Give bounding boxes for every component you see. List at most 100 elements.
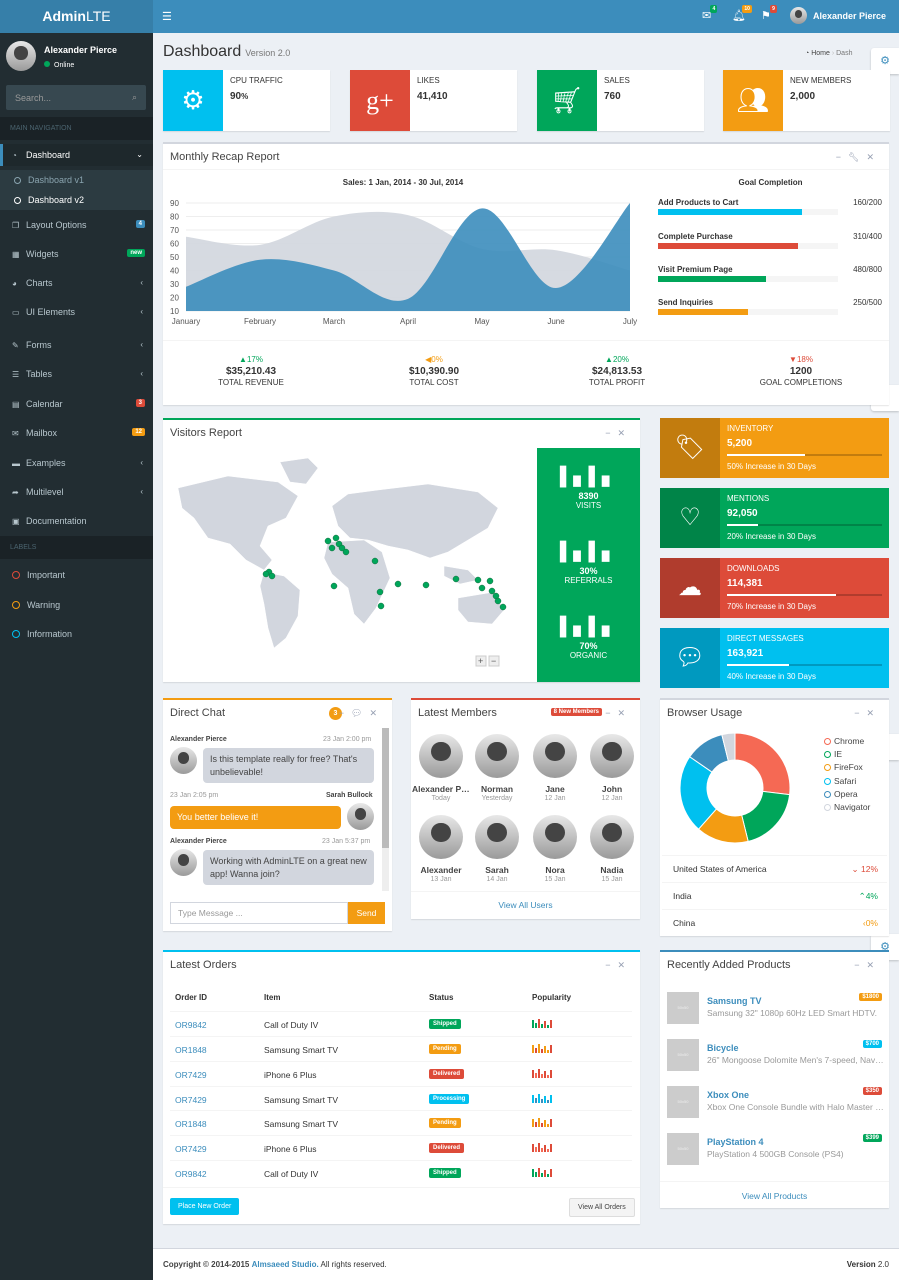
view-all-products-link[interactable]: View All Products bbox=[660, 1181, 889, 1201]
member-item[interactable]: Sarah 14 Jan bbox=[468, 815, 526, 883]
company-link[interactable]: Almsaeed Studio. bbox=[251, 1260, 319, 1269]
close-icon[interactable]: ✕ bbox=[866, 708, 881, 718]
sidebar-item-layout-options[interactable]: ❐ Layout Options 4 bbox=[0, 214, 153, 236]
chevron-left-icon: ‹ bbox=[140, 487, 143, 496]
main-nav-header: MAIN NAVIGATION bbox=[0, 117, 153, 140]
sidebar-item-calendar[interactable]: ▤ Calendar 3 bbox=[0, 393, 153, 415]
sparkline-icon: ▌▖▌▖ bbox=[559, 466, 618, 486]
comments-icon[interactable]: 💬︎ bbox=[351, 708, 370, 718]
label-information[interactable]: Information bbox=[12, 629, 72, 639]
member-item[interactable]: Alexander PierceToday bbox=[412, 734, 470, 802]
view-all-orders-button[interactable]: View All Orders bbox=[569, 1198, 635, 1217]
country-row[interactable]: United States of America ⌄ 12% bbox=[662, 855, 887, 882]
label-important[interactable]: Important bbox=[12, 570, 65, 580]
goal-value: 480/800 bbox=[853, 265, 882, 274]
member-item[interactable]: Nadia 15 Jan bbox=[583, 815, 641, 883]
sidebar-item-examples[interactable]: ▬ Examples ‹ bbox=[12, 458, 143, 468]
edit-icon: ✎ bbox=[12, 340, 19, 350]
browser-donut-chart bbox=[679, 732, 791, 844]
order-link[interactable]: OR7429 bbox=[175, 1095, 207, 1105]
sidebar-item-dashboard[interactable]: ◔ Dashboard ⌄ bbox=[0, 144, 153, 166]
close-icon[interactable]: ✕ bbox=[866, 152, 881, 162]
order-link[interactable]: OR9842 bbox=[175, 1020, 207, 1030]
goal-label: Send Inquiries bbox=[658, 298, 714, 307]
order-link[interactable]: OR1848 bbox=[175, 1119, 207, 1129]
collapse-icon[interactable]: − bbox=[338, 708, 352, 718]
collapse-icon[interactable]: − bbox=[854, 708, 867, 718]
search-icon[interactable]: ⌕ bbox=[131, 92, 137, 102]
avatar bbox=[419, 734, 463, 778]
product-item[interactable]: 50x50 Bicycle $700 26" Mongoose Dolomite Me… bbox=[667, 1039, 885, 1086]
wrench-icon[interactable]: 🔧︎ bbox=[848, 152, 867, 162]
product-item[interactable]: 50x50 Xbox One $350 Xbox One Console Bundle… bbox=[667, 1086, 885, 1133]
stat-revenue: ▲17% $35,210.43 TOTAL REVENUE bbox=[218, 355, 284, 387]
close-icon[interactable]: ✕ bbox=[617, 960, 632, 970]
status-badge: Pending bbox=[429, 1044, 461, 1054]
search-input[interactable]: Search... ⌕ bbox=[6, 85, 146, 110]
order-link[interactable]: OR7429 bbox=[175, 1070, 207, 1080]
order-link[interactable]: OR1848 bbox=[175, 1045, 207, 1055]
view-all-users-link[interactable]: View All Users bbox=[411, 891, 640, 910]
chat-scrollbar[interactable] bbox=[382, 728, 389, 891]
close-icon[interactable]: ✕ bbox=[617, 428, 632, 438]
flag-icon[interactable]: ⚑ 9 bbox=[761, 5, 777, 22]
member-item[interactable]: Jane 12 Jan bbox=[526, 734, 584, 802]
sidebar-item-tables[interactable]: ☰ Tables ‹ bbox=[12, 369, 143, 379]
sidebar-item-ui-elements[interactable]: ▭ UI Elements ‹ bbox=[12, 307, 143, 317]
chevron-left-icon: ‹ bbox=[140, 278, 143, 287]
close-icon[interactable]: ✕ bbox=[866, 960, 881, 970]
latest-members-box: Latest Members 8 New Members −✕ bbox=[411, 698, 640, 919]
sidebar-item-charts[interactable]: ◕ Charts ‹ bbox=[12, 278, 143, 288]
svg-text:+: + bbox=[478, 656, 483, 666]
place-new-order-button[interactable]: Place New Order bbox=[170, 1198, 240, 1215]
collapse-icon[interactable]: − bbox=[605, 708, 618, 718]
collapse-icon[interactable]: − bbox=[605, 428, 618, 438]
product-item[interactable]: 50x50 Samsung TV $1800 Samsung 32" 1080p 60… bbox=[667, 992, 885, 1039]
country-row[interactable]: China ‹0% bbox=[662, 909, 887, 936]
logo[interactable]: AdminLTE bbox=[0, 0, 153, 33]
close-icon[interactable]: ✕ bbox=[617, 708, 632, 718]
sidebar-item-multilevel[interactable]: ➦ Multilevel ‹ bbox=[12, 487, 143, 497]
sidebar-item-dashboard-v1[interactable]: Dashboard v1 bbox=[0, 170, 153, 190]
column-header: Order ID bbox=[175, 993, 208, 1002]
y-tick-label: 10 bbox=[170, 307, 179, 316]
sidebar-item-dashboard-v2[interactable]: Dashboard v2 bbox=[0, 190, 153, 210]
price-badge: $1800 bbox=[859, 993, 882, 1001]
product-desc: Xbox One Console Bundle with Halo Master… bbox=[707, 1102, 885, 1112]
world-map[interactable]: + − bbox=[168, 448, 533, 668]
country-row[interactable]: India ⌃4% bbox=[662, 882, 887, 909]
member-item[interactable]: Norman Yesterday bbox=[468, 734, 526, 802]
collapse-icon[interactable]: − bbox=[605, 960, 618, 970]
member-item[interactable]: Alexander 13 Jan bbox=[412, 815, 470, 883]
gear-icon[interactable]: ⚙ bbox=[871, 48, 899, 74]
order-link[interactable]: OR7429 bbox=[175, 1144, 207, 1154]
breadcrumb-home[interactable]: Home bbox=[811, 50, 830, 57]
sidebar-item-documentation[interactable]: ▣ Documentation bbox=[12, 516, 87, 526]
send-button[interactable]: Send bbox=[348, 902, 385, 924]
member-item[interactable]: John 12 Jan bbox=[583, 734, 641, 802]
goal-progress bbox=[658, 276, 838, 282]
member-item[interactable]: Nora 15 Jan bbox=[526, 815, 584, 883]
notifications-badge: 10 bbox=[742, 5, 752, 13]
chat-message-input[interactable]: Type Message ... bbox=[170, 902, 348, 924]
sidebar-item-forms[interactable]: ✎ Forms ‹ bbox=[12, 340, 143, 350]
bell-icon[interactable]: 🔔︎ 10 bbox=[732, 5, 752, 22]
caret-left-icon: ◀ bbox=[425, 355, 432, 364]
messages-icon[interactable]: ✉ 4 bbox=[702, 5, 718, 22]
order-link[interactable]: OR9842 bbox=[175, 1169, 207, 1179]
box-title: Latest Members bbox=[418, 707, 497, 719]
sidebar-toggle-icon[interactable]: ☰ bbox=[162, 11, 172, 23]
sidebar-item-mailbox[interactable]: ✉ Mailbox 12 bbox=[0, 422, 153, 444]
label-warning[interactable]: Warning bbox=[12, 600, 60, 610]
donut-slice-navigator bbox=[721, 732, 736, 762]
user-menu[interactable]: Alexander Pierce bbox=[790, 7, 886, 24]
msg-time: 23 Jan 5:37 pm bbox=[322, 838, 371, 845]
sidebar-item-widgets[interactable]: ▦ Widgets new bbox=[0, 243, 153, 265]
collapse-icon[interactable]: − bbox=[854, 960, 867, 970]
product-item[interactable]: 50x50 PlayStation 4 $399 PlayStation 4 500G… bbox=[667, 1133, 885, 1180]
progress-fill bbox=[727, 664, 789, 666]
collapse-icon[interactable]: − bbox=[835, 152, 849, 162]
msg-time: 23 Jan 2:05 pm bbox=[170, 792, 219, 799]
divider bbox=[163, 1187, 640, 1188]
close-icon[interactable]: ✕ bbox=[369, 708, 384, 718]
